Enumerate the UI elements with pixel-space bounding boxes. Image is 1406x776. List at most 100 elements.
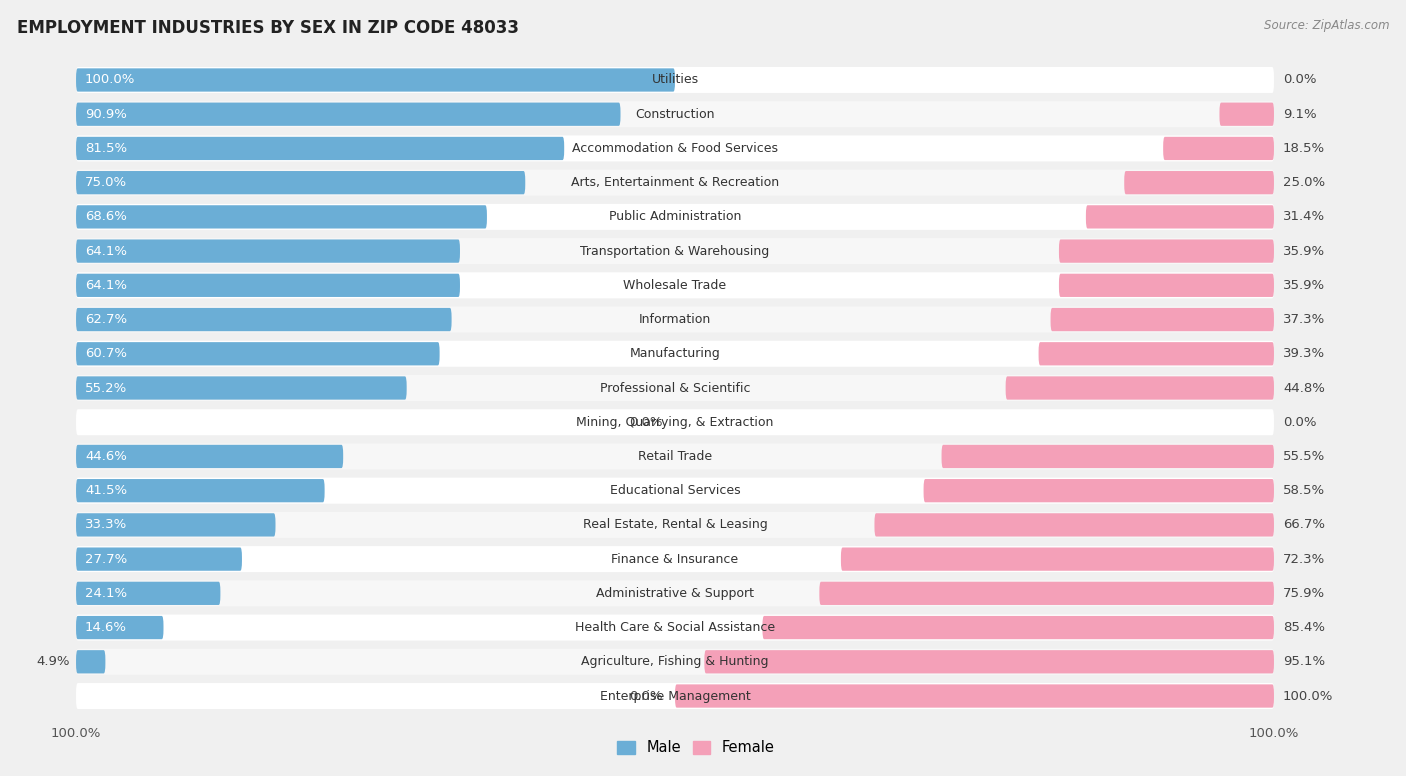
- Text: Retail Trade: Retail Trade: [638, 450, 711, 463]
- Text: 18.5%: 18.5%: [1282, 142, 1324, 155]
- Text: 44.6%: 44.6%: [84, 450, 127, 463]
- Text: 25.0%: 25.0%: [1282, 176, 1324, 189]
- FancyBboxPatch shape: [76, 171, 526, 194]
- Text: 55.2%: 55.2%: [84, 382, 128, 394]
- FancyBboxPatch shape: [675, 684, 1274, 708]
- Text: Health Care & Social Assistance: Health Care & Social Assistance: [575, 621, 775, 634]
- Text: 62.7%: 62.7%: [84, 313, 127, 326]
- FancyBboxPatch shape: [76, 375, 1274, 401]
- FancyBboxPatch shape: [76, 307, 1274, 333]
- FancyBboxPatch shape: [704, 650, 1274, 674]
- FancyBboxPatch shape: [76, 341, 1274, 367]
- FancyBboxPatch shape: [76, 683, 1274, 709]
- Text: Educational Services: Educational Services: [610, 484, 741, 497]
- Text: Real Estate, Rental & Leasing: Real Estate, Rental & Leasing: [582, 518, 768, 532]
- Text: 39.3%: 39.3%: [1282, 348, 1324, 360]
- Text: 75.0%: 75.0%: [84, 176, 127, 189]
- FancyBboxPatch shape: [76, 272, 1274, 298]
- Text: 24.1%: 24.1%: [84, 587, 127, 600]
- FancyBboxPatch shape: [76, 68, 675, 92]
- FancyBboxPatch shape: [1085, 205, 1274, 228]
- FancyBboxPatch shape: [76, 650, 105, 674]
- FancyBboxPatch shape: [1125, 171, 1274, 194]
- FancyBboxPatch shape: [76, 615, 1274, 640]
- FancyBboxPatch shape: [76, 102, 620, 126]
- FancyBboxPatch shape: [875, 513, 1274, 536]
- Text: Mining, Quarrying, & Extraction: Mining, Quarrying, & Extraction: [576, 416, 773, 428]
- FancyBboxPatch shape: [1050, 308, 1274, 331]
- Text: Professional & Scientific: Professional & Scientific: [600, 382, 751, 394]
- FancyBboxPatch shape: [76, 376, 406, 400]
- Text: 4.9%: 4.9%: [37, 655, 70, 668]
- Text: 64.1%: 64.1%: [84, 244, 127, 258]
- Text: 81.5%: 81.5%: [84, 142, 127, 155]
- Text: Wholesale Trade: Wholesale Trade: [623, 279, 727, 292]
- FancyBboxPatch shape: [1005, 376, 1274, 400]
- FancyBboxPatch shape: [820, 582, 1274, 605]
- FancyBboxPatch shape: [76, 238, 1274, 264]
- Text: 35.9%: 35.9%: [1282, 279, 1324, 292]
- Text: 0.0%: 0.0%: [630, 690, 664, 702]
- Text: 44.8%: 44.8%: [1282, 382, 1324, 394]
- Text: 85.4%: 85.4%: [1282, 621, 1324, 634]
- Text: 31.4%: 31.4%: [1282, 210, 1324, 223]
- Text: 33.3%: 33.3%: [84, 518, 128, 532]
- FancyBboxPatch shape: [924, 479, 1274, 502]
- FancyBboxPatch shape: [76, 101, 1274, 127]
- FancyBboxPatch shape: [762, 616, 1274, 639]
- FancyBboxPatch shape: [76, 274, 460, 297]
- FancyBboxPatch shape: [76, 308, 451, 331]
- Text: 14.6%: 14.6%: [84, 621, 127, 634]
- Text: EMPLOYMENT INDUSTRIES BY SEX IN ZIP CODE 48033: EMPLOYMENT INDUSTRIES BY SEX IN ZIP CODE…: [17, 19, 519, 37]
- FancyBboxPatch shape: [76, 548, 242, 571]
- FancyBboxPatch shape: [76, 170, 1274, 196]
- Text: Accommodation & Food Services: Accommodation & Food Services: [572, 142, 778, 155]
- FancyBboxPatch shape: [76, 67, 1274, 93]
- Text: 100.0%: 100.0%: [84, 74, 135, 86]
- Text: 90.9%: 90.9%: [84, 108, 127, 121]
- FancyBboxPatch shape: [76, 240, 460, 263]
- Text: Utilities: Utilities: [651, 74, 699, 86]
- Text: 64.1%: 64.1%: [84, 279, 127, 292]
- Text: 72.3%: 72.3%: [1282, 553, 1326, 566]
- FancyBboxPatch shape: [1219, 102, 1274, 126]
- Text: 68.6%: 68.6%: [84, 210, 127, 223]
- Text: 55.5%: 55.5%: [1282, 450, 1326, 463]
- Legend: Male, Female: Male, Female: [612, 734, 780, 761]
- FancyBboxPatch shape: [76, 512, 1274, 538]
- Text: 9.1%: 9.1%: [1282, 108, 1316, 121]
- FancyBboxPatch shape: [76, 513, 276, 536]
- FancyBboxPatch shape: [76, 580, 1274, 606]
- Text: 58.5%: 58.5%: [1282, 484, 1324, 497]
- Text: 95.1%: 95.1%: [1282, 655, 1324, 668]
- Text: 37.3%: 37.3%: [1282, 313, 1326, 326]
- FancyBboxPatch shape: [76, 445, 343, 468]
- Text: Transportation & Warehousing: Transportation & Warehousing: [581, 244, 769, 258]
- FancyBboxPatch shape: [76, 582, 221, 605]
- FancyBboxPatch shape: [76, 546, 1274, 572]
- Text: Enterprise Management: Enterprise Management: [599, 690, 751, 702]
- Text: Arts, Entertainment & Recreation: Arts, Entertainment & Recreation: [571, 176, 779, 189]
- Text: 35.9%: 35.9%: [1282, 244, 1324, 258]
- FancyBboxPatch shape: [942, 445, 1274, 468]
- FancyBboxPatch shape: [841, 548, 1274, 571]
- FancyBboxPatch shape: [76, 649, 1274, 675]
- FancyBboxPatch shape: [76, 342, 440, 365]
- Text: Construction: Construction: [636, 108, 714, 121]
- Text: Public Administration: Public Administration: [609, 210, 741, 223]
- FancyBboxPatch shape: [76, 443, 1274, 469]
- Text: 100.0%: 100.0%: [1282, 690, 1333, 702]
- FancyBboxPatch shape: [1059, 240, 1274, 263]
- FancyBboxPatch shape: [76, 204, 1274, 230]
- FancyBboxPatch shape: [76, 205, 486, 228]
- Text: Information: Information: [638, 313, 711, 326]
- Text: Source: ZipAtlas.com: Source: ZipAtlas.com: [1264, 19, 1389, 33]
- Text: 0.0%: 0.0%: [1282, 416, 1316, 428]
- Text: Administrative & Support: Administrative & Support: [596, 587, 754, 600]
- Text: 66.7%: 66.7%: [1282, 518, 1324, 532]
- Text: Finance & Insurance: Finance & Insurance: [612, 553, 738, 566]
- FancyBboxPatch shape: [1059, 274, 1274, 297]
- Text: 27.7%: 27.7%: [84, 553, 128, 566]
- FancyBboxPatch shape: [76, 137, 564, 160]
- Text: Manufacturing: Manufacturing: [630, 348, 720, 360]
